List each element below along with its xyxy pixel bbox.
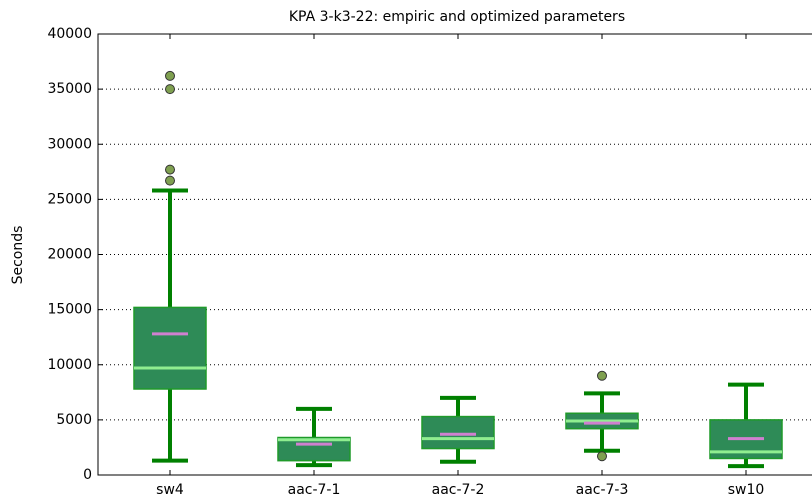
y-tick-label: 0: [83, 467, 92, 483]
flier: [165, 84, 175, 95]
flier: [597, 451, 607, 462]
x-tick-label: sw10: [728, 482, 765, 498]
box: [421, 415, 495, 450]
x-tick-label: sw4: [156, 482, 184, 498]
y-tick-label: 40000: [47, 26, 92, 42]
y-axis-label: Seconds: [10, 226, 26, 285]
chart-title: KPA 3-k3-22: empiric and optimized param…: [289, 9, 625, 25]
y-tick-label: 30000: [47, 136, 92, 152]
y-tick-label: 20000: [47, 247, 92, 263]
y-tick-label: 10000: [47, 357, 92, 373]
flier: [165, 175, 175, 186]
y-tick-label: 25000: [47, 191, 92, 207]
box: [133, 306, 207, 390]
y-tick-label: 5000: [56, 412, 92, 428]
flier: [165, 70, 175, 81]
flier: [165, 164, 175, 175]
y-tick-label: 15000: [47, 302, 92, 318]
y-tick-label: 35000: [47, 81, 92, 97]
x-tick-label: aac-7-1: [288, 482, 341, 498]
x-tick-label: aac-7-2: [432, 482, 485, 498]
flier: [597, 370, 607, 381]
plot-frame: [97, 33, 812, 476]
x-tick-label: aac-7-3: [576, 482, 629, 498]
